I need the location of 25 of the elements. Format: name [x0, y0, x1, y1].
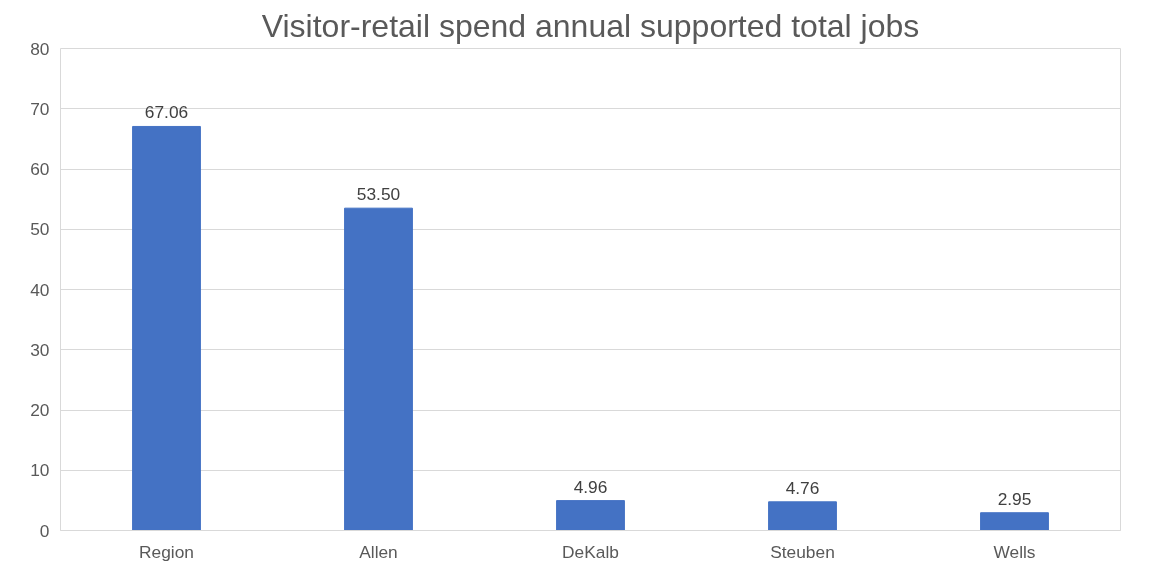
y-tick-label: 50	[30, 219, 50, 240]
data-label: 4.76	[785, 477, 820, 498]
y-tick-label: 10	[30, 460, 50, 481]
y-tick-label: 20	[30, 400, 50, 420]
y-tick-label: 60	[30, 159, 50, 179]
x-tick-label: Allen	[359, 541, 398, 562]
x-tick-label: Region	[139, 541, 194, 562]
bar	[980, 512, 1049, 531]
data-label: 4.96	[573, 476, 608, 497]
data-label: 53.50	[356, 184, 401, 205]
y-tick-label: 80	[30, 38, 50, 59]
y-tick-label: 40	[30, 279, 50, 300]
bar	[132, 125, 201, 531]
x-tick-label: DeKalb	[562, 541, 619, 562]
x-tick-label: Wells	[993, 541, 1036, 562]
data-label: 2.95	[997, 488, 1032, 509]
x-tick-label: Steuben	[770, 541, 835, 562]
y-tick-label: 0	[39, 520, 50, 541]
chart-title: Visitor-retail spend annual supported total jobs	[261, 7, 920, 44]
bar	[768, 501, 837, 531]
bar	[344, 207, 413, 531]
data-label: 67.06	[144, 102, 189, 123]
y-tick-label: 30	[30, 339, 50, 360]
y-tick-label: 70	[30, 98, 50, 119]
bar	[556, 500, 625, 531]
